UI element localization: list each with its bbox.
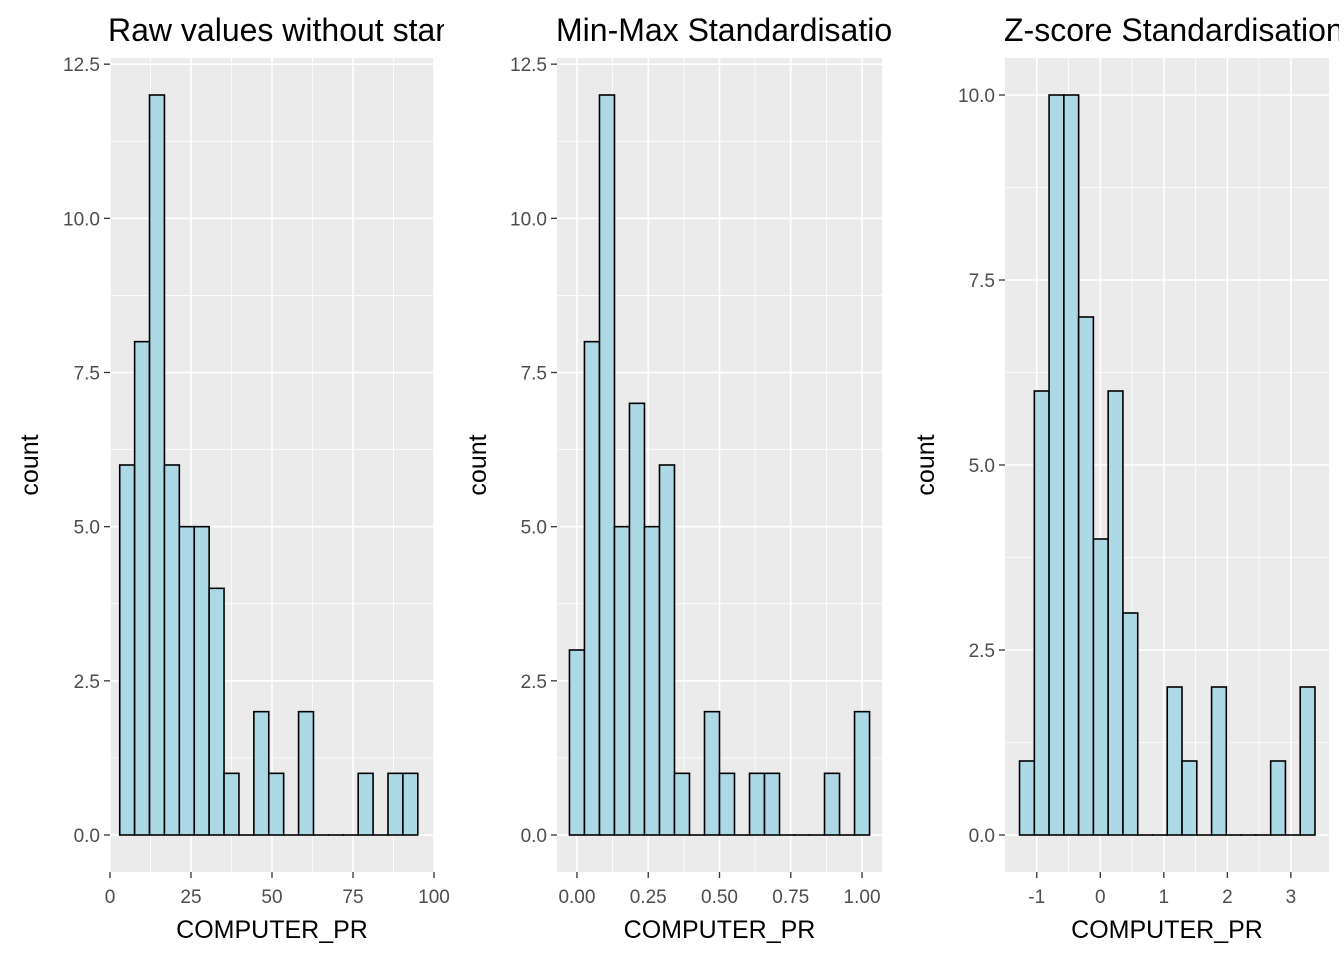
y-tick-label: 7.5 [74,364,100,385]
histogram-bar [1033,390,1050,836]
histogram-bar [133,340,151,836]
plot-title: Min-Max Standardisation [556,12,910,48]
histogram-bar [763,772,781,836]
histogram-bar [628,402,646,836]
x-axis-title: COMPUTER_PR [624,916,816,944]
y-tick-label: 12.5 [510,55,547,76]
y-tick-label: 0.0 [74,826,100,847]
histogram-bar [297,710,315,836]
histogram-bar [748,772,766,836]
y-tick-label: 2.5 [74,672,100,693]
histogram-bar [598,94,616,836]
histogram-bar [823,772,841,836]
x-tick-label: 75 [342,887,363,908]
y-tick-label: 5.0 [74,518,100,539]
x-tick-label: 1.00 [844,887,881,908]
y-axis-title: count [464,434,492,495]
histogram-bar [163,464,181,836]
plot-title: Raw values without standardisation [108,12,610,48]
y-tick-label: 2.5 [521,672,547,693]
x-tick-label: -1 [1028,887,1045,908]
x-tick-label: 0.25 [630,887,667,908]
histogram-bar [148,94,166,836]
x-axis-title: COMPUTER_PR [1071,916,1263,944]
x-tick-label: 3 [1286,887,1297,908]
histogram-bar [1077,316,1095,836]
histogram-bar [853,710,871,836]
histogram-bar [178,525,196,836]
x-tick-label: 25 [180,887,201,908]
histogram-panel-1: 0.0 2.5 5.0 7.5 10.0 12.5 0 25 50 75 100 COMPUTER_P… [16,12,610,944]
x-tick-label: 2 [1222,887,1233,908]
plot-title: Z-score Standardisation [1004,12,1344,48]
y-tick-label: 2.5 [969,641,995,662]
x-tick-label: 0 [105,887,116,908]
y-axis-title: count [16,434,44,495]
y-tick-label: 7.5 [521,364,547,385]
histogram-bar [658,464,676,836]
x-tick-label: 0.00 [558,887,595,908]
histogram-bar [1048,94,1065,836]
histogram-bar [1122,612,1139,836]
histogram-bar [193,525,210,836]
x-tick-label: 0.75 [772,887,809,908]
histogram-bar [387,772,404,836]
histogram-bar [1299,686,1316,836]
histogram-bar [357,772,374,836]
histogram-bar [1181,760,1198,836]
y-tick-label: 10.0 [510,209,547,230]
x-tick-label: 0.50 [701,887,738,908]
histogram-bar [1107,390,1124,836]
histogram-bar [718,772,736,836]
x-tick-label: 50 [261,887,282,908]
histogram-bar [1092,538,1109,836]
histogram-bar [118,464,136,836]
histogram-bar [1166,686,1183,836]
histogram-bar [267,772,285,836]
histogram-panel-3: 0.0 2.5 5.0 7.5 10.0 -1 0 1 2 3 COMPUTER_PR count Z-… [912,12,1344,944]
histogram-bar [613,525,631,836]
y-axis-title: count [912,434,940,495]
x-tick-label: 1 [1159,887,1170,908]
y-tick-label: 10.0 [63,209,100,230]
histogram-bar [253,710,270,836]
y-tick-label: 5.0 [521,518,547,539]
histogram-bar [1210,686,1228,836]
histogram-bar [208,587,225,836]
y-tick-label: 7.5 [969,271,995,292]
histogram-bar [673,772,691,836]
x-tick-label: 100 [418,887,450,908]
histogram-bar [1063,94,1080,836]
x-tick-label: 0 [1095,887,1106,908]
histogram-bar [1269,760,1287,836]
y-tick-label: 5.0 [969,456,995,477]
histogram-bar [223,772,240,836]
y-tick-label: 12.5 [63,55,100,76]
x-axis-title: COMPUTER_PR [176,916,368,944]
histogram-bar [703,710,721,836]
histogram-bar [583,340,601,836]
histogram-bar [568,649,586,836]
y-tick-label: 0.0 [521,826,547,847]
histogram-bar [1018,760,1036,836]
histogram-bar [402,772,419,836]
y-tick-label: 10.0 [958,86,995,107]
histogram-panel-2: 0.0 2.5 5.0 7.5 10.0 12.5 0.00 0.25 0.50 0.75 1.00… [464,12,910,944]
y-tick-label: 0.0 [969,826,995,847]
histogram-bar [643,525,661,836]
